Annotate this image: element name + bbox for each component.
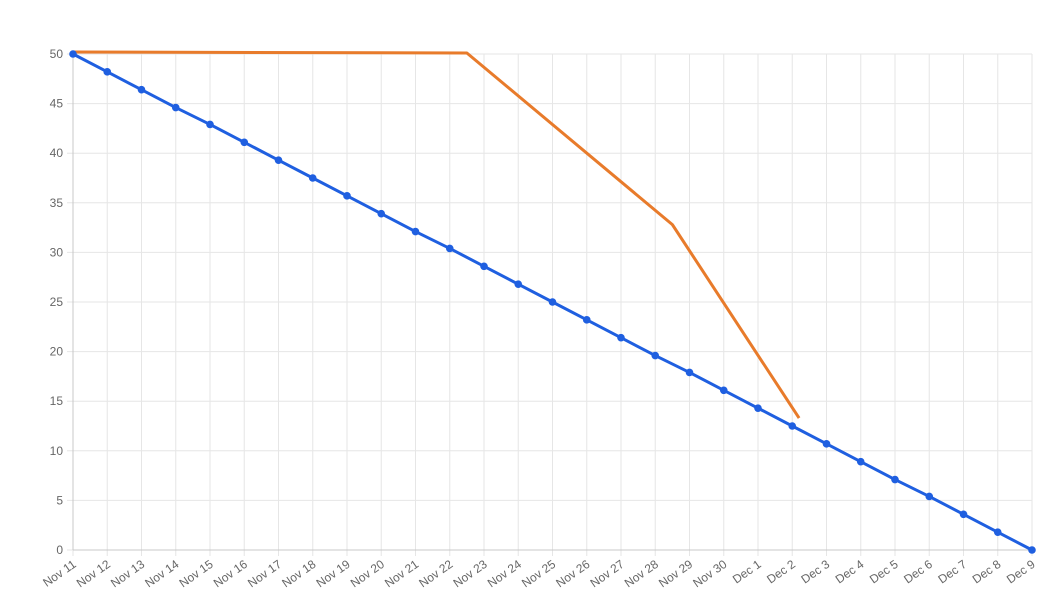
data-point <box>206 120 214 129</box>
axes <box>72 54 1032 551</box>
x-tick-label: Nov 27 <box>588 557 627 590</box>
data-point <box>69 50 77 58</box>
y-tick-label: 45 <box>50 97 64 111</box>
x-tick-label: Dec 3 <box>799 557 833 587</box>
data-point <box>548 298 557 306</box>
x-tick-label: Nov 17 <box>245 557 284 590</box>
y-tick-label: 25 <box>50 295 64 309</box>
x-tick-label: Dec 7 <box>936 557 970 587</box>
x-tick-label: Nov 12 <box>74 557 113 590</box>
y-tick-label: 35 <box>50 196 64 210</box>
y-tick-label: 50 <box>50 47 64 61</box>
data-point <box>891 475 899 484</box>
x-tick-label: Dec 2 <box>764 557 798 587</box>
x-tick-label: Dec 5 <box>867 557 901 587</box>
x-tick-label: Nov 28 <box>622 557 661 590</box>
x-tick-label: Dec 4 <box>833 557 867 587</box>
x-tick-label: Nov 22 <box>416 557 455 590</box>
x-tick-label: Nov 25 <box>519 557 558 590</box>
x-tick-label: Dec 8 <box>970 557 1004 587</box>
data-point <box>514 280 523 288</box>
y-tick-label: 40 <box>50 146 64 160</box>
x-tick-label: Dec 6 <box>901 557 935 587</box>
y-tick-label: 15 <box>50 394 64 408</box>
data-point <box>103 68 112 76</box>
x-tick-label: Dec 1 <box>730 557 764 587</box>
x-tick-label: Nov 14 <box>142 557 181 590</box>
x-tick-label: Nov 18 <box>279 557 318 590</box>
series <box>69 50 1036 554</box>
x-tick-label: Nov 16 <box>211 557 250 590</box>
data-point <box>993 528 1002 536</box>
data-point <box>651 351 660 360</box>
data-point <box>719 386 728 395</box>
y-tick-label: 20 <box>50 345 64 359</box>
x-tick-label: Dec 9 <box>1004 557 1038 587</box>
grid <box>67 53 1033 556</box>
x-tick-label: Nov 13 <box>108 557 147 590</box>
data-point <box>754 404 762 412</box>
data-point <box>308 174 317 182</box>
x-tick-label: Nov 24 <box>485 557 524 590</box>
y-tick-label: 0 <box>56 543 63 557</box>
data-point <box>274 156 283 164</box>
data-point <box>925 492 934 501</box>
data-point <box>445 244 454 253</box>
y-tick-label: 5 <box>56 493 63 507</box>
x-tick-label: Nov 29 <box>656 557 695 590</box>
x-tick-label: Nov 21 <box>382 557 421 590</box>
data-point <box>240 138 249 147</box>
x-tick-label: Nov 26 <box>553 557 592 590</box>
x-tick-label: Nov 30 <box>690 557 729 590</box>
x-tick-label: Nov 20 <box>348 557 387 590</box>
data-point <box>959 510 968 519</box>
data-point <box>856 457 865 466</box>
y-tick-label: 30 <box>50 245 64 259</box>
data-point <box>411 227 420 236</box>
series-line-1 <box>72 50 801 419</box>
data-point <box>171 103 180 112</box>
x-tick-label: Nov 11 <box>40 557 79 590</box>
data-point <box>685 368 694 377</box>
data-point <box>377 209 386 218</box>
y-tick-label: 10 <box>50 444 64 458</box>
data-point <box>1028 546 1036 554</box>
data-point <box>343 192 351 200</box>
data-point <box>788 422 797 430</box>
y-tick-labels: 0 5 10 15 20 25 30 35 40 45 50 <box>50 47 64 557</box>
x-tick-label: Nov 23 <box>451 557 490 590</box>
data-point <box>582 316 591 324</box>
data-point <box>617 333 625 342</box>
x-tick-label: Nov 15 <box>177 557 216 590</box>
data-point <box>137 85 146 94</box>
data-point <box>822 440 831 448</box>
data-point <box>480 262 488 271</box>
x-tick-label: Nov 19 <box>314 557 353 590</box>
